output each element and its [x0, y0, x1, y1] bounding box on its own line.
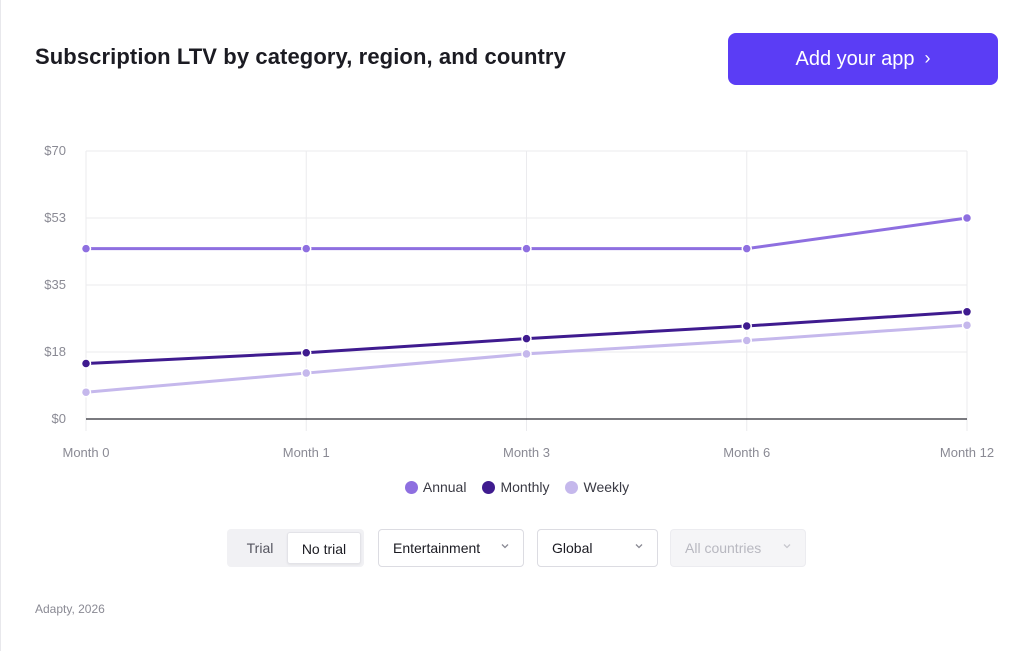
data-point-weekly — [741, 335, 752, 346]
category-select[interactable]: Entertainment — [378, 529, 524, 567]
chevron-right-icon: › — [924, 48, 931, 68]
legend-label: Monthly — [500, 479, 550, 495]
chevron-down-icon — [635, 544, 643, 549]
chart-legend: Annual Monthly Weekly — [1, 479, 1024, 495]
x-tick-label: Month 12 — [940, 445, 994, 460]
data-point-weekly — [521, 348, 532, 360]
trial-option[interactable]: Trial — [246, 540, 274, 556]
legend-item-weekly[interactable]: Weekly — [565, 479, 629, 495]
legend-swatch — [565, 480, 579, 494]
legend-swatch — [482, 480, 496, 494]
y-tick-label: $70 — [44, 143, 66, 158]
data-point-monthly — [301, 347, 312, 359]
data-point-weekly — [961, 319, 973, 331]
page-title: Subscription LTV by category, region, an… — [35, 44, 566, 69]
legend-label: Annual — [422, 479, 467, 495]
x-tick-label: Month 6 — [723, 445, 770, 460]
legend-item-monthly[interactable]: Monthly — [482, 479, 549, 495]
data-point-monthly — [961, 306, 973, 318]
ltv-line-chart: $70 $53 $35 $18 $0 Month 0 Month 1 Month 3 Month… — [44, 143, 994, 460]
region-select-value: Global — [552, 540, 593, 556]
y-tick-label: $18 — [44, 344, 66, 359]
add-your-app-label: Add your app — [795, 47, 915, 70]
data-point-monthly — [521, 333, 532, 344]
x-tick-label: Month 0 — [63, 445, 110, 460]
x-tick-label: Month 3 — [503, 445, 550, 460]
data-point-annual — [521, 243, 532, 254]
data-point-annual — [301, 243, 312, 254]
legend-item-annual[interactable]: Annual — [404, 479, 467, 495]
country-select-value: All countries — [685, 540, 762, 556]
data-point-annual — [741, 243, 752, 254]
add-your-app-button[interactable]: Add your app › — [728, 33, 998, 85]
data-point-annual — [961, 212, 973, 224]
legend-swatch — [404, 480, 418, 494]
chevron-down-icon — [783, 544, 791, 549]
y-tick-label: $0 — [52, 411, 66, 426]
data-point-monthly — [80, 358, 92, 369]
y-tick-label: $35 — [44, 277, 66, 292]
region-select[interactable]: Global — [537, 529, 658, 567]
trial-toggle: Trial No trial — [227, 529, 364, 567]
chevron-down-icon — [501, 544, 509, 549]
no-trial-option[interactable]: No trial — [287, 532, 361, 564]
source-footer: Adapty, 2026 — [35, 602, 105, 616]
data-point-monthly — [741, 320, 752, 332]
x-tick-label: Month 1 — [283, 445, 330, 460]
category-select-value: Entertainment — [393, 540, 481, 556]
y-tick-label: $53 — [44, 210, 66, 225]
data-point-annual — [80, 243, 92, 254]
data-point-weekly — [301, 367, 312, 379]
country-select: All countries — [670, 529, 806, 567]
data-point-weekly — [80, 386, 92, 398]
legend-label: Weekly — [583, 479, 630, 495]
